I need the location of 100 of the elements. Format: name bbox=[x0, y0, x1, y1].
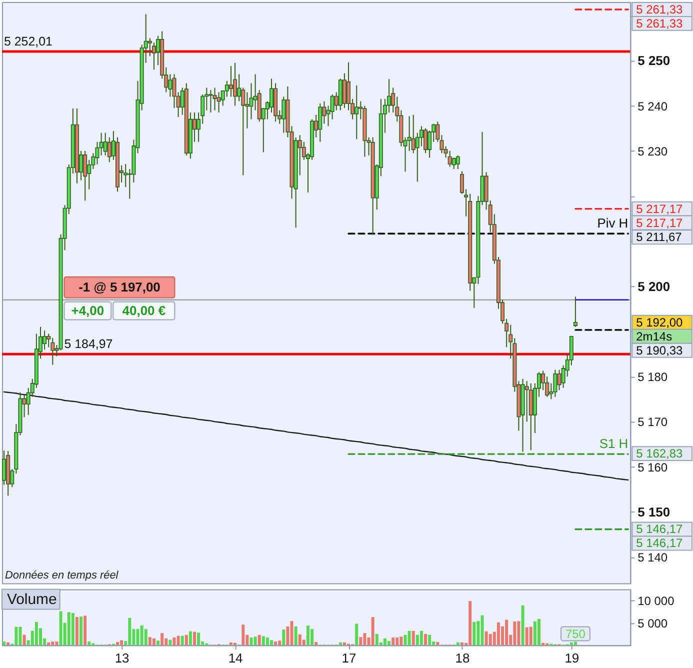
bar bbox=[75, 617, 78, 646]
annotation: 40,00 € bbox=[122, 302, 166, 318]
bar bbox=[371, 617, 374, 646]
bar bbox=[51, 642, 54, 646]
bar bbox=[412, 630, 415, 646]
bar bbox=[290, 621, 294, 646]
y-tick-label: 5 150 bbox=[638, 504, 670, 520]
candlestick bbox=[50, 337, 55, 366]
bar bbox=[266, 638, 269, 646]
ref-line-label: 5 184,97 bbox=[64, 337, 113, 352]
candlestick bbox=[282, 96, 286, 134]
bar bbox=[188, 631, 192, 646]
data-label: 5 146,17 bbox=[636, 536, 684, 550]
bar bbox=[55, 642, 58, 646]
bar bbox=[6, 642, 10, 646]
bar bbox=[242, 624, 245, 646]
candlestick bbox=[573, 296, 578, 328]
y-tick-label: 10 000 bbox=[638, 594, 675, 608]
bar bbox=[140, 626, 144, 646]
candlestick bbox=[448, 150, 452, 168]
data-label: 5 261,33 bbox=[636, 2, 684, 16]
bar bbox=[537, 618, 540, 646]
candlestick bbox=[330, 94, 334, 120]
bar bbox=[274, 642, 278, 646]
candlestick bbox=[2, 450, 6, 486]
bar bbox=[570, 642, 573, 646]
bar bbox=[310, 629, 314, 646]
y-tick-label: 5 170 bbox=[638, 415, 668, 430]
bar bbox=[84, 616, 87, 646]
candlestick bbox=[407, 116, 412, 152]
bar bbox=[517, 621, 520, 646]
bar bbox=[294, 626, 298, 646]
bar bbox=[144, 629, 148, 646]
bar bbox=[338, 642, 342, 646]
data-label: 5 190,33 bbox=[636, 343, 684, 358]
candlestick bbox=[95, 141, 100, 165]
data-label: 5 211,67 bbox=[636, 230, 682, 244]
bar bbox=[472, 622, 476, 646]
x-tick-label: 18 bbox=[455, 650, 470, 666]
bar bbox=[176, 636, 180, 646]
bar bbox=[136, 629, 140, 646]
bar bbox=[306, 626, 310, 646]
candlestick bbox=[424, 128, 428, 154]
bar bbox=[184, 634, 188, 646]
bar bbox=[533, 622, 536, 646]
bar bbox=[47, 642, 50, 646]
bar bbox=[513, 622, 516, 646]
bar bbox=[18, 626, 22, 646]
data-label: 5 162,83 bbox=[636, 446, 684, 461]
bar bbox=[180, 636, 184, 646]
bar bbox=[270, 640, 273, 646]
y-tick-label: 5 230 bbox=[638, 144, 668, 158]
bar bbox=[22, 634, 26, 646]
bar bbox=[148, 637, 152, 646]
y-tick-label: 5 160 bbox=[638, 460, 668, 474]
y-tick-label: 5 000 bbox=[638, 616, 668, 630]
bar bbox=[59, 611, 62, 646]
candlestick bbox=[553, 369, 558, 398]
series-label: S1 H bbox=[599, 436, 628, 452]
bar bbox=[529, 626, 532, 646]
bar bbox=[342, 642, 346, 646]
ref-line-label: 5 252,01 bbox=[4, 34, 53, 49]
bar bbox=[14, 626, 18, 646]
bar bbox=[2, 642, 6, 646]
bar bbox=[168, 640, 172, 646]
chart-title: Volume bbox=[6, 591, 57, 608]
bar bbox=[416, 634, 419, 646]
series-label: Piv H bbox=[597, 216, 628, 231]
data-label: 5 261,33 bbox=[636, 16, 684, 30]
y-tick-label: 5 200 bbox=[638, 278, 670, 294]
x-tick-label: 14 bbox=[228, 650, 243, 666]
bar bbox=[436, 642, 440, 646]
line-series bbox=[3, 391, 629, 481]
bar bbox=[363, 633, 366, 646]
annotation: Données en temps réel bbox=[4, 569, 119, 582]
bar bbox=[375, 634, 378, 646]
candlestick bbox=[216, 92, 221, 114]
data-label: 5 146,17 bbox=[636, 522, 684, 536]
bar bbox=[468, 601, 472, 646]
bar bbox=[298, 634, 302, 646]
bar bbox=[574, 642, 577, 646]
bar bbox=[80, 616, 83, 646]
data-label: 750 bbox=[565, 626, 586, 641]
bar bbox=[88, 642, 91, 646]
bar bbox=[424, 634, 428, 646]
bar bbox=[392, 638, 395, 646]
x-tick-label: 13 bbox=[114, 650, 130, 666]
bar bbox=[383, 638, 386, 646]
bar bbox=[71, 613, 74, 646]
x-tick-label: 17 bbox=[342, 650, 356, 666]
bar bbox=[262, 636, 265, 646]
y-tick-label: 5 180 bbox=[638, 370, 668, 384]
bar bbox=[120, 640, 124, 646]
candlestick bbox=[557, 369, 562, 391]
bar bbox=[428, 634, 432, 646]
candlestick bbox=[233, 62, 238, 106]
candlestick bbox=[318, 103, 322, 142]
bar bbox=[488, 634, 492, 646]
candlestick bbox=[172, 74, 176, 109]
x-tick-label: 19 bbox=[564, 650, 580, 666]
